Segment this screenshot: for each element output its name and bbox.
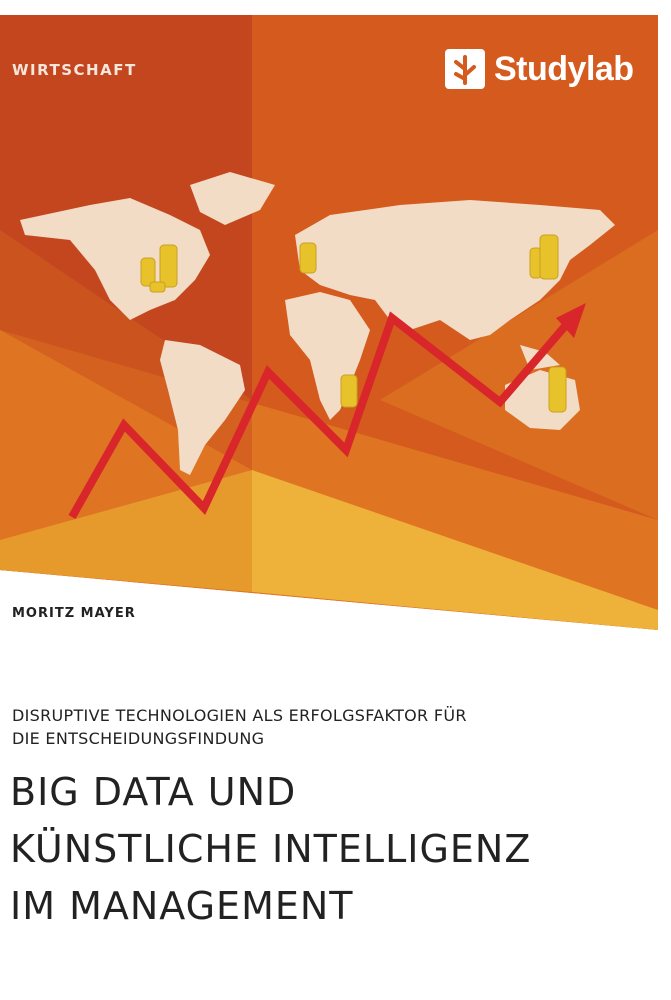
coin-stacks (140, 234, 567, 413)
rising-arrow (68, 303, 586, 519)
band-yellow (252, 470, 658, 630)
coin-stack (149, 281, 166, 293)
title-line: KÜNSTLICHE INTELLIGENZ (10, 827, 532, 871)
publisher-logo: Studylab (445, 49, 634, 89)
series-label: WIRTSCHAFT (12, 61, 137, 79)
publisher-name: Studylab (494, 49, 634, 88)
title-line: BIG DATA UND (10, 770, 297, 814)
author-name: MORITZ MAYER (12, 606, 136, 621)
book-subtitle: DISRUPTIVE TECHNOLOGIEN ALS ERFOLGSFAKTO… (12, 704, 467, 750)
studylab-logo-icon (445, 49, 485, 89)
band-yellow-2 (0, 470, 252, 592)
coin-stack (299, 242, 317, 274)
subtitle-line: DIE ENTSCHEIDUNGSFINDUNG (12, 729, 265, 748)
coin-stack (340, 374, 358, 408)
coin-stack (140, 257, 156, 287)
coin-stack (159, 244, 178, 288)
coin-stack (548, 366, 567, 413)
cover-illustration (0, 15, 658, 630)
title-line: IM MANAGEMENT (10, 884, 354, 928)
coin-stack (539, 234, 559, 280)
subtitle-line: DISRUPTIVE TECHNOLOGIEN ALS ERFOLGSFAKTO… (12, 706, 467, 725)
world-map (20, 172, 615, 475)
book-title: BIG DATA UND KÜNSTLICHE INTELLIGENZ IM M… (10, 764, 531, 935)
